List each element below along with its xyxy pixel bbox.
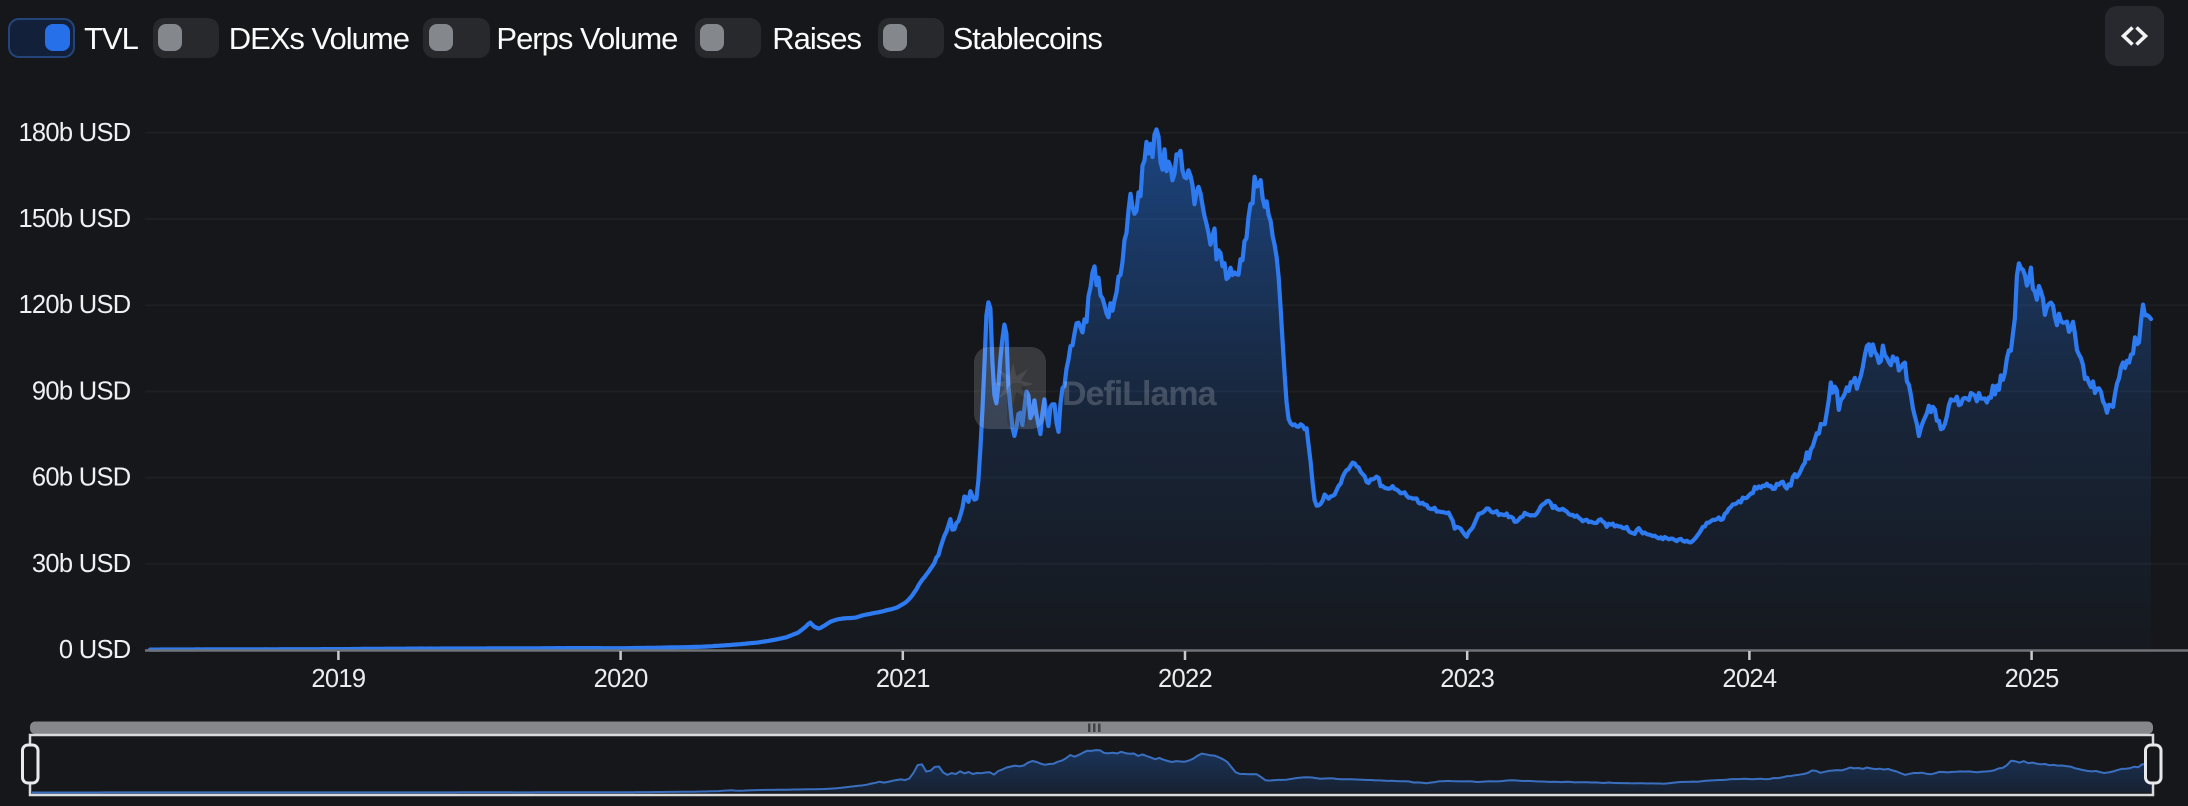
svg-text:0 USD: 0 USD <box>59 636 131 664</box>
svg-text:2023: 2023 <box>1440 665 1494 693</box>
svg-text:2021: 2021 <box>876 665 930 693</box>
svg-text:30b USD: 30b USD <box>32 550 131 578</box>
svg-text:2022: 2022 <box>1158 665 1212 693</box>
svg-text:2020: 2020 <box>594 665 648 693</box>
svg-text:60b USD: 60b USD <box>32 464 131 492</box>
svg-text:DefiLlama: DefiLlama <box>1062 375 1218 413</box>
svg-text:150b USD: 150b USD <box>18 205 130 233</box>
svg-text:120b USD: 120b USD <box>18 291 130 319</box>
svg-text:180b USD: 180b USD <box>18 119 130 147</box>
svg-text:90b USD: 90b USD <box>32 377 131 405</box>
svg-text:2025: 2025 <box>2005 665 2059 693</box>
svg-text:2024: 2024 <box>1722 665 1776 693</box>
svg-text:2019: 2019 <box>311 665 365 693</box>
